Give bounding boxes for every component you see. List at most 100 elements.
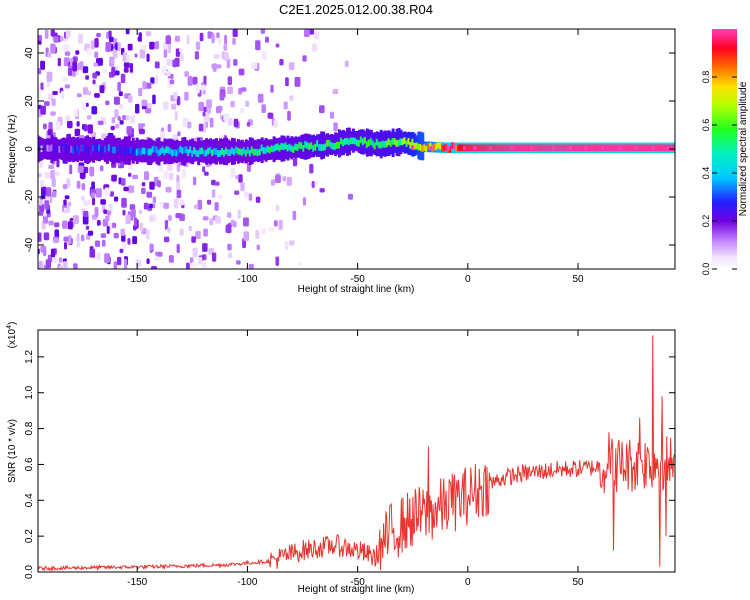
heatmap-cell <box>175 213 182 219</box>
ridge-peak <box>551 146 555 150</box>
ridge-core <box>344 138 347 145</box>
ridge-core <box>252 148 256 156</box>
ridge-core <box>209 146 213 154</box>
heatmap-cell <box>51 98 56 106</box>
heatmap-cell <box>63 199 67 206</box>
ridge-core <box>405 140 409 147</box>
heatmap-cell <box>163 202 169 209</box>
heatmap-cell <box>245 100 250 107</box>
heatmap-cell <box>273 220 278 227</box>
heatmap-cell <box>142 81 147 90</box>
ridge-core <box>292 146 296 153</box>
heatmap-cell <box>91 181 95 189</box>
heatmap-cell <box>236 260 241 265</box>
heatmap-cell <box>149 203 153 209</box>
ridge-core <box>151 146 155 153</box>
heatmap-cell <box>145 82 152 89</box>
ridge-core <box>225 147 228 155</box>
heatmap-cell <box>99 165 104 172</box>
heatmap-cell <box>233 59 238 66</box>
heatmap-cell <box>38 232 42 242</box>
heatmap-cell <box>123 62 130 68</box>
bottom-y-tick-label: 0.0 <box>24 565 35 579</box>
ridge-core <box>46 144 50 152</box>
ridge-core <box>109 147 113 154</box>
heatmap-cell <box>215 216 221 224</box>
heatmap-cell <box>214 181 220 186</box>
heatmap-cell <box>177 131 181 137</box>
heatmap-cell <box>160 201 164 209</box>
bottom-y-axis: 0.0 0.2 0.4 0.6 0.8 1.0 1.2 <box>24 350 675 579</box>
heatmap-cell <box>106 226 110 234</box>
heatmap-cell <box>176 189 182 199</box>
ridge-core <box>262 147 266 154</box>
heatmap-cell <box>194 51 199 60</box>
ridge-core <box>649 144 653 152</box>
ridge-peak <box>584 146 588 150</box>
ridge-core <box>655 144 659 152</box>
ridge-core <box>318 144 322 151</box>
ridge-core <box>310 142 314 149</box>
ridge-core <box>403 137 407 144</box>
ridge-core <box>56 146 60 153</box>
ridge-core <box>320 144 324 151</box>
heatmap-cell <box>105 215 110 222</box>
heatmap-cell <box>171 103 177 110</box>
heatmap-cell <box>154 41 160 50</box>
heatmap-cell <box>65 30 71 39</box>
ridge-core <box>74 145 78 152</box>
heatmap-cell <box>109 36 114 43</box>
heatmap-cell <box>58 257 63 263</box>
heatmap-cell <box>79 61 84 68</box>
heatmap-cell <box>94 51 99 58</box>
heatmap-cell <box>179 200 185 206</box>
ridge-core <box>282 143 286 151</box>
heatmap-cell <box>63 44 70 52</box>
heatmap-cell <box>119 103 123 110</box>
heatmap-cell <box>94 207 99 217</box>
heatmap-cell <box>223 113 229 122</box>
ridge-core <box>155 146 159 154</box>
ridge-core <box>439 142 443 150</box>
heatmap-cell <box>44 29 49 39</box>
heatmap-cell <box>104 253 110 264</box>
top-y-tick-label: 0 <box>24 146 35 152</box>
ridge-core <box>457 144 461 152</box>
ridge-core <box>60 143 64 151</box>
ridge-core <box>605 144 609 152</box>
ridge-core <box>433 143 437 151</box>
ridge-core <box>453 142 457 150</box>
heatmap-cell <box>283 101 288 110</box>
heatmap-cell <box>44 172 51 179</box>
ridge-core <box>167 146 171 154</box>
ridge-core <box>82 144 86 151</box>
heatmap-cell <box>255 40 261 51</box>
ridge-core <box>578 144 582 152</box>
heatmap-cell <box>44 200 50 210</box>
ridge-core <box>338 141 341 149</box>
ridge-core <box>369 138 373 145</box>
ridge-core <box>469 144 472 152</box>
heatmap-cell <box>143 202 149 210</box>
ridge-core <box>451 142 455 149</box>
heatmap-cell <box>243 217 249 227</box>
ridge-core <box>514 144 518 152</box>
ridge-core <box>520 144 524 152</box>
heatmap-cell <box>204 171 209 176</box>
ridge-core <box>121 148 125 156</box>
ridge-core <box>351 137 355 145</box>
heatmap-cell <box>267 112 274 119</box>
ridge-core <box>131 148 135 156</box>
heatmap-cell <box>123 258 128 269</box>
heatmap-cell <box>91 106 98 115</box>
ridge-core <box>397 139 401 147</box>
heatmap-cell <box>256 244 260 251</box>
heatmap-cell <box>94 93 100 98</box>
heatmap-cell <box>117 81 121 92</box>
ridge-core <box>526 144 530 152</box>
heatmap-cell <box>240 182 245 192</box>
heatmap-cell <box>172 59 177 68</box>
ridge-core <box>52 147 56 155</box>
ridge-core <box>219 150 222 157</box>
heatmap-cell <box>199 32 204 42</box>
